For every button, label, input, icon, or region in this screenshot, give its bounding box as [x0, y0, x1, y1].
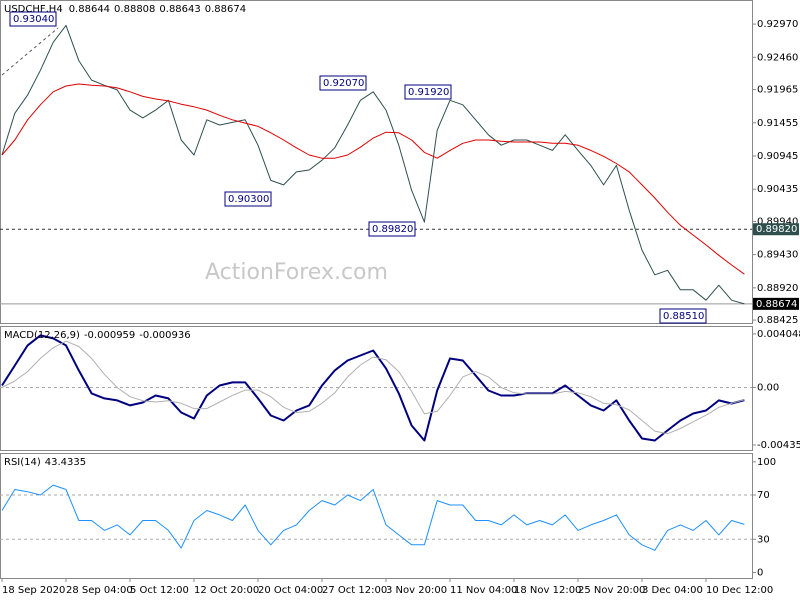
x-tick-label: 11 Nov 04:00 — [450, 585, 517, 596]
x-tick-label: 5 Oct 12:00 — [130, 585, 189, 596]
annotation-box — [659, 308, 707, 324]
x-tick-label: 10 Dec 12:00 — [706, 585, 773, 596]
current-price-label: 0.88674 — [756, 299, 797, 310]
panel-frame — [0, 0, 753, 324]
rsi-title: RSI(14) — [4, 457, 41, 468]
x-tick-label: 27 Oct 12:00 — [322, 585, 387, 596]
annotation-box — [404, 84, 452, 100]
series-line — [1, 334, 745, 442]
open: 0.88644 — [69, 4, 110, 15]
level-label-box — [753, 223, 799, 236]
trend-line — [1, 27, 59, 76]
symbol: USDCHF,H4 — [4, 4, 63, 15]
price-header: USDCHF,H4 0.88644 0.88808 0.88643 0.88674 — [4, 4, 246, 15]
annotation: 0.93040 — [13, 14, 54, 25]
close: 0.88674 — [205, 4, 246, 15]
rsi-header: RSI(14) 43.4335 — [4, 457, 86, 468]
y-tick-label: 70 — [757, 490, 770, 501]
annotation-box — [319, 75, 367, 91]
annotation: 0.91920 — [408, 87, 449, 98]
y-tick-label: 0.00 — [757, 382, 779, 393]
level-label: 0.89820 — [756, 224, 797, 235]
series-line — [1, 484, 745, 551]
y-tick-label: 0.90435 — [757, 184, 798, 195]
annotation: 0.90300 — [228, 194, 269, 205]
x-tick-label: 3 Nov 20:00 — [386, 585, 447, 596]
annotation-box — [224, 191, 272, 207]
x-tick-label: 25 Nov 20:00 — [578, 585, 645, 596]
x-tick-label: 3 Dec 04:00 — [642, 585, 703, 596]
panel-frame — [0, 453, 753, 579]
annotation-box — [9, 11, 57, 27]
y-tick-label: 30 — [757, 534, 770, 545]
y-tick-label: 0.89430 — [757, 250, 798, 261]
signal-value: -0.000936 — [139, 330, 190, 341]
annotation: 0.88510 — [663, 311, 704, 322]
annotation: 0.92070 — [323, 78, 364, 89]
y-tick-label: 0.92970 — [757, 19, 798, 30]
x-tick-label: 28 Sep 04:00 — [66, 585, 133, 596]
annotation-box — [368, 221, 416, 237]
y-tick-label: 0 — [757, 567, 763, 578]
low: 0.88643 — [159, 4, 200, 15]
y-tick-label: 0.004048 — [757, 329, 800, 340]
x-tick-label: 12 Oct 20:00 — [194, 585, 259, 596]
y-tick-label: 0.88425 — [757, 315, 798, 326]
x-tick-label: 20 Oct 04:00 — [258, 585, 323, 596]
panel-frame — [0, 326, 753, 451]
high: 0.88808 — [114, 4, 155, 15]
y-tick-label: 0.91455 — [757, 118, 798, 129]
series-line — [1, 83, 745, 275]
x-tick-label: 18 Nov 12:00 — [514, 585, 581, 596]
y-tick-label: 0.89940 — [757, 216, 798, 227]
macd-title: MACD(12,26,9) — [4, 330, 80, 341]
x-tick-label: 18 Sep 2020 — [2, 585, 65, 596]
y-tick-label: 0.90945 — [757, 151, 798, 162]
y-tick-label: 0.92460 — [757, 52, 798, 63]
watermark: ActionForex.com — [205, 260, 388, 285]
current-price-box — [753, 297, 799, 310]
y-tick-label: 0.88920 — [757, 283, 798, 294]
series-line — [1, 340, 745, 435]
annotation: 0.89820 — [372, 224, 413, 235]
y-tick-label: 100 — [757, 457, 776, 468]
y-tick-label: 0.91965 — [757, 85, 798, 96]
macd-header: MACD(12,26,9) -0.000959 -0.000936 — [4, 330, 191, 341]
series-line — [1, 24, 745, 305]
macd-value: -0.000959 — [84, 330, 135, 341]
rsi-value: 43.4335 — [45, 457, 86, 468]
